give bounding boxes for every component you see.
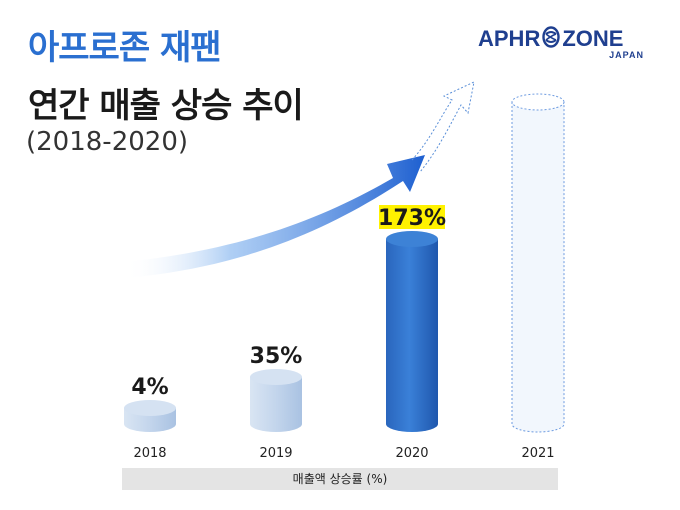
logo-subtext: JAPAN <box>609 50 644 60</box>
data-label-2019: 35% <box>250 344 303 369</box>
company-logo: APHR ZONE JAPAN <box>478 26 658 66</box>
logo-left-text: APHR <box>478 26 541 51</box>
projected-trend-arrow <box>411 81 475 173</box>
x-tick-2021: 2021 <box>521 446 554 461</box>
x-tick-2019: 2019 <box>259 446 292 461</box>
trend-arrow <box>125 155 425 278</box>
double-ring-icon <box>542 26 561 48</box>
logo-wordmark: APHR ZONE <box>478 26 623 52</box>
x-tick-2018: 2018 <box>133 446 166 461</box>
x-axis-label: 매출액 상승률 (%) <box>122 468 558 490</box>
bar-2018 <box>124 400 176 432</box>
bar-2019 <box>250 369 302 432</box>
data-label-highlight <box>379 205 445 229</box>
title-line2: 연간 매출 상승 추이 <box>28 86 304 126</box>
data-label-2020: 173% <box>378 206 446 231</box>
logo-right-text: ZONE <box>562 26 624 51</box>
subtitle: (2018-2020) <box>26 127 189 157</box>
bar-2020 <box>386 231 438 432</box>
data-label-2018: 4% <box>131 375 168 400</box>
title-line1: 아프로존 재팬 <box>28 28 222 68</box>
x-tick-2020: 2020 <box>395 446 428 461</box>
bar-2021 <box>511 93 565 433</box>
